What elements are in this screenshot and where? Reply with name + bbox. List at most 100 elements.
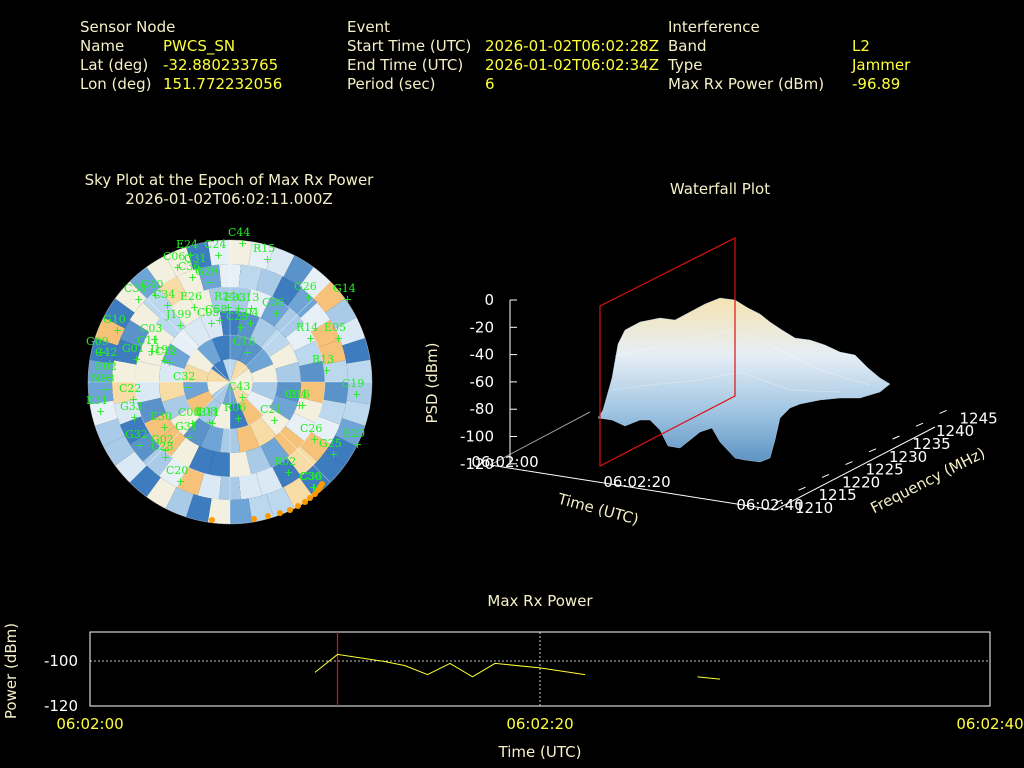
sky-satellite-label: R15 bbox=[253, 242, 275, 255]
sky-cell bbox=[251, 382, 277, 400]
sky-satellite-label: E16 bbox=[288, 388, 310, 401]
sky-satellite-label: G10 bbox=[103, 313, 126, 326]
sky-satellite-marker: + bbox=[188, 271, 197, 284]
sky-satellite-label: R13 bbox=[312, 353, 334, 366]
sky-satellite-marker: + bbox=[270, 414, 279, 427]
sky-cell bbox=[230, 498, 253, 524]
sky-cell bbox=[299, 360, 325, 382]
sky-cell bbox=[293, 397, 323, 424]
sky-satellite-marker: + bbox=[234, 302, 243, 315]
sensor-name-label: Name bbox=[80, 37, 125, 55]
sky-cell bbox=[260, 328, 290, 357]
sky-cell bbox=[165, 487, 194, 518]
sky-satellite-marker: + bbox=[295, 399, 304, 412]
sky-cell bbox=[103, 435, 135, 466]
sky-satellite-marker: + bbox=[147, 345, 156, 358]
sky-satellite-marker: + bbox=[238, 237, 247, 250]
sky-satellite-label: R02 bbox=[274, 455, 296, 468]
sky-cell bbox=[318, 339, 346, 365]
sensor-lon-value: 151.772232056 bbox=[163, 75, 283, 93]
sky-cell bbox=[249, 317, 277, 347]
sky-satellite-label: C16 bbox=[233, 335, 255, 348]
sky-cell bbox=[188, 289, 215, 319]
sky-satellite-label: C19 bbox=[342, 377, 364, 390]
sky-satellite-marker: + bbox=[186, 249, 195, 262]
sky-satellite-marker: + bbox=[334, 332, 343, 345]
sky-cell bbox=[200, 424, 224, 453]
sky-satellite-marker: + bbox=[165, 356, 174, 369]
sky-cell bbox=[212, 334, 230, 361]
sky-horizon-markers bbox=[209, 481, 325, 523]
sky-cell bbox=[119, 319, 150, 348]
sky-satellite-label: C13 bbox=[237, 291, 259, 304]
sky-cell bbox=[238, 473, 263, 500]
sky-satellite-marker: + bbox=[150, 333, 159, 346]
sky-cell bbox=[135, 382, 161, 404]
sky-cell bbox=[269, 343, 299, 369]
sky-satellite-marker: + bbox=[151, 289, 160, 302]
sky-satellite-marker: + bbox=[322, 364, 331, 377]
sky-satellite-label: C06 bbox=[163, 250, 185, 263]
sky-satellite-marker: + bbox=[132, 353, 141, 366]
sky-satellite-marker: + bbox=[129, 393, 138, 406]
sky-satellite-label: R14 bbox=[296, 321, 318, 334]
sky-cell bbox=[299, 267, 331, 299]
sky-cell bbox=[196, 398, 222, 426]
interference-power-value: -96.89 bbox=[852, 75, 901, 93]
sky-satellite-label: C05 bbox=[197, 306, 219, 319]
sky-cell bbox=[260, 296, 290, 327]
sky-cell bbox=[238, 264, 263, 291]
sky-satellite-marker: + bbox=[163, 299, 172, 312]
sky-satellite-label: C23 bbox=[226, 310, 248, 323]
waterfall-y-tick-label: 1220 bbox=[842, 473, 880, 491]
sky-cell bbox=[313, 281, 345, 313]
sky-cell bbox=[183, 317, 211, 347]
waterfall-y-tick bbox=[845, 461, 853, 466]
sky-cell bbox=[230, 334, 248, 361]
sensor-name-value: PWCS_SN bbox=[163, 37, 236, 55]
sky-satellite-label: G14 bbox=[333, 282, 356, 295]
power-chart-x-tick-label: 06:02:40 bbox=[956, 715, 1023, 733]
sky-cell bbox=[88, 359, 114, 382]
sky-horizon-marker bbox=[295, 503, 301, 509]
interference-band-label: Band bbox=[668, 37, 707, 55]
waterfall-y-tick-label: 1215 bbox=[819, 486, 857, 504]
sky-cell bbox=[335, 317, 366, 346]
sky-cell bbox=[158, 276, 188, 307]
power-chart-x-label: Time (UTC) bbox=[498, 743, 582, 761]
sky-cell bbox=[287, 446, 318, 477]
sky-satellite-label: C08 bbox=[178, 406, 200, 419]
power-chart-title: Max Rx Power bbox=[487, 592, 593, 610]
sky-satellite-marker: + bbox=[183, 381, 192, 394]
sky-cell bbox=[248, 241, 274, 270]
waterfall-title: Waterfall Plot bbox=[669, 180, 771, 198]
sky-satellite-marker: + bbox=[194, 263, 203, 276]
waterfall-plot: 0-20-40-60-80-100-120 06:02:0006:02:2006… bbox=[423, 237, 998, 529]
sky-satellite-marker: + bbox=[243, 346, 252, 359]
waterfall-x-tick-label: 06:02:40 bbox=[736, 496, 803, 514]
sky-cell bbox=[208, 287, 230, 313]
sky-cell bbox=[197, 473, 222, 500]
sky-cell bbox=[323, 382, 348, 404]
sky-cell bbox=[299, 465, 331, 497]
sky-satellite-marker: + bbox=[205, 416, 214, 429]
sky-satellite-label: E08 bbox=[195, 405, 217, 418]
sky-satellite-label: C26 bbox=[300, 422, 322, 435]
sky-satellite-label: G01 bbox=[122, 342, 145, 355]
sky-cell bbox=[89, 338, 118, 364]
sky-satellite-label: C42 bbox=[95, 346, 117, 359]
sky-cell bbox=[103, 298, 135, 329]
power-chart-x-tick-label: 06:02:00 bbox=[56, 715, 123, 733]
event-period-value: 6 bbox=[485, 75, 495, 93]
waterfall-y-tick-label: 1245 bbox=[960, 409, 998, 427]
sky-cell bbox=[188, 445, 215, 475]
sky-cell bbox=[170, 437, 200, 468]
sky-cell bbox=[230, 382, 249, 404]
sky-grid bbox=[87, 239, 373, 525]
sky-cell bbox=[200, 311, 224, 340]
power-chart: 06:02:00 06:02:20 06:02:40 -100 -120 Power (… bbox=[2, 623, 1024, 761]
sky-plot: C44+E24+C24+R15+C06+C31+G29+C36+C40+G26+… bbox=[86, 226, 373, 525]
sky-cell bbox=[207, 368, 230, 382]
